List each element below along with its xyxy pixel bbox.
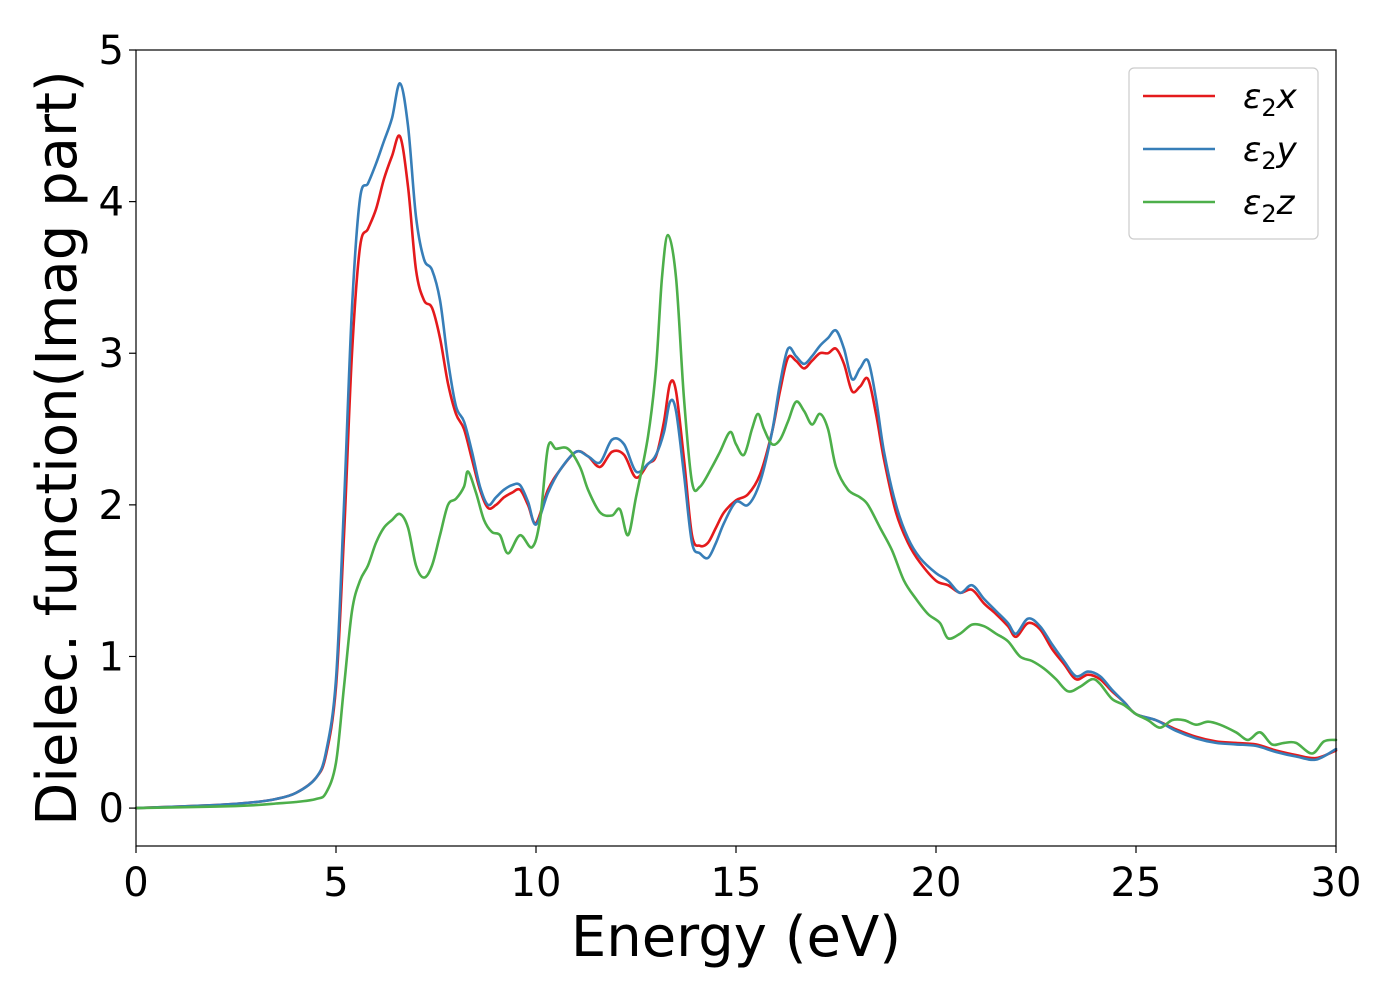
legend-box	[1128, 67, 1319, 240]
x-axis: 0 5 10 15 20 25 30	[123, 846, 1361, 906]
x-tick-label: 0	[123, 860, 148, 906]
y-tick-label: 2	[99, 483, 124, 529]
legend-label-x: ε2x	[1243, 77, 1298, 122]
y-axis-title: Dielec. function(Imag part)	[25, 70, 90, 826]
legend: ε2x ε2y ε2z	[1128, 67, 1319, 240]
x-tick-label: 5	[323, 860, 348, 906]
x-axis-title: Energy (eV)	[571, 905, 901, 970]
x-tick-label: 25	[1111, 860, 1162, 906]
y-tick-label: 5	[99, 28, 124, 74]
series-line-y	[134, 82, 1338, 810]
series-line-x	[134, 134, 1338, 810]
series-layer	[134, 82, 1338, 810]
x-tick-label: 20	[911, 860, 962, 906]
y-tick-label: 1	[99, 634, 124, 680]
y-tick-label: 3	[99, 331, 124, 377]
x-tick-label: 10	[511, 860, 562, 906]
y-tick-label: 0	[99, 786, 124, 832]
legend-label-z: ε2z	[1243, 183, 1296, 228]
legend-label-y: ε2y	[1243, 130, 1298, 175]
series-line-z	[134, 233, 1338, 810]
y-axis: 0 1 2 3 4 5	[99, 28, 136, 832]
y-tick-label: 4	[99, 180, 124, 226]
x-tick-label: 30	[1311, 860, 1362, 906]
x-tick-label: 15	[711, 860, 762, 906]
